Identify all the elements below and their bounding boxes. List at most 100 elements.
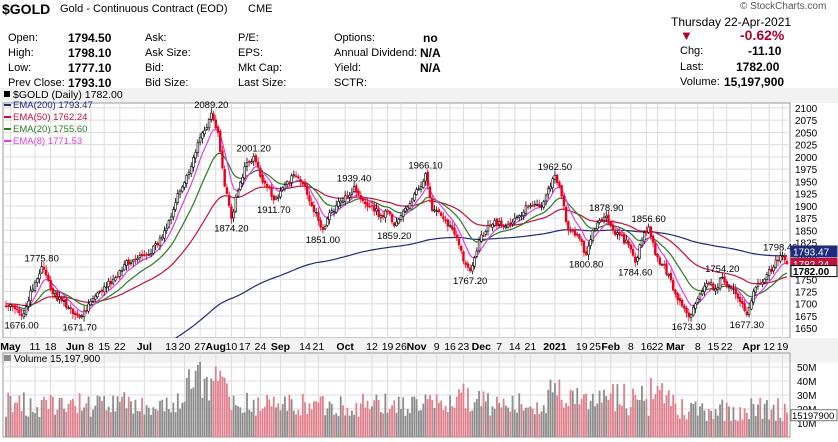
candle-body (611, 224, 615, 231)
candle-body (87, 303, 90, 312)
legend-entry: EMA(50) 1762.24 (13, 112, 87, 123)
volume-bar (40, 400, 43, 437)
volume-bar (67, 403, 70, 437)
volume-bar (85, 403, 88, 437)
candle-body (602, 216, 606, 222)
candle-body (384, 210, 387, 218)
volume-bar (279, 410, 282, 437)
candle-body (703, 285, 706, 292)
candle-body (225, 187, 229, 194)
volume-bar (710, 410, 713, 437)
candle-body (774, 259, 778, 268)
volume-tick-label: 30M (797, 391, 816, 402)
candle-body (270, 186, 273, 197)
volume-bar (239, 407, 242, 437)
volume-bar (172, 402, 175, 437)
candle-body (312, 204, 316, 213)
field-pe-label: P/E: (238, 32, 259, 44)
volume-tick-label: 40M (797, 377, 816, 388)
candle-body (277, 196, 280, 199)
volume-bar (649, 378, 652, 437)
candle-body (256, 161, 260, 168)
candle-body (368, 205, 371, 208)
candle-body (576, 233, 579, 236)
candle-body (513, 217, 516, 222)
candle-body (248, 161, 251, 163)
candle-body (480, 234, 483, 242)
volume-bar (161, 399, 164, 437)
price-annotation: 1800.80 (569, 259, 603, 270)
stat-low-value: 1777.10 (68, 61, 112, 75)
candle-body (317, 212, 320, 221)
legend-candle-swatch (4, 91, 10, 97)
volume-bar (165, 397, 168, 437)
candle-body (102, 286, 106, 292)
x-tick-label: 26 (395, 341, 407, 353)
candle-body (428, 186, 432, 199)
candle-body (613, 231, 617, 235)
candle-body (399, 215, 403, 220)
candle-body (569, 230, 572, 232)
candle-body (252, 155, 255, 162)
x-tick-label: May (0, 341, 21, 353)
x-tick-label: 25 (589, 341, 601, 353)
change-percent: -0.62% (740, 27, 785, 43)
volume-bar (83, 407, 85, 437)
candle-body (165, 228, 168, 231)
volume-bar (243, 412, 246, 437)
field-mktcap-label: Mkt Cap: (238, 62, 283, 74)
candle-body (283, 184, 287, 190)
candle-body (183, 182, 186, 188)
volume-bar (359, 403, 362, 437)
volume-bar (520, 404, 523, 437)
volume-bar (525, 407, 527, 437)
volume-bar (556, 395, 559, 437)
x-tick-label: Aug (206, 341, 226, 353)
candle-body (522, 211, 525, 216)
volume-bar (502, 398, 505, 437)
volume-bar (498, 402, 501, 437)
chg-value: -11.10 (748, 44, 782, 58)
candle-body (348, 194, 351, 198)
volume-bar (221, 376, 224, 437)
volume-bar (612, 384, 614, 437)
volume-bar (63, 408, 65, 437)
volume-bar (230, 410, 233, 437)
volume-bar (607, 399, 610, 437)
candle-body (241, 177, 244, 184)
y-tick-label: 1850 (795, 226, 818, 237)
volume-bar (458, 389, 460, 437)
candle-body (618, 231, 621, 236)
volume-bar (701, 403, 704, 437)
volume-bar (545, 413, 547, 437)
candle-body (134, 258, 137, 261)
candle-body (69, 307, 72, 309)
ema200-line (174, 229, 788, 338)
candle-body (696, 298, 699, 303)
candle-body (535, 204, 539, 206)
price-annotation: 1911.70 (257, 205, 291, 216)
candle-body (49, 279, 52, 290)
y-tick-label: 1750 (795, 275, 818, 286)
candle-body (406, 206, 409, 210)
candle-body (654, 242, 657, 256)
volume-bar (589, 400, 592, 437)
candle-body (76, 313, 79, 316)
volume-bar (748, 419, 750, 437)
candle-body (11, 305, 14, 307)
volume-bar (270, 406, 273, 437)
field-asksize-label: Ask Size: (145, 47, 191, 59)
volume-bar (7, 392, 10, 437)
volume-bar (321, 395, 324, 437)
volume-bar (257, 397, 260, 437)
volume-bar (89, 416, 92, 437)
volume-bar (422, 403, 425, 437)
candle-body (100, 289, 104, 292)
volume-bar (107, 406, 110, 437)
volume-bar (364, 407, 367, 437)
candle-body (308, 195, 311, 202)
volume-bar (51, 396, 54, 437)
candle-body (379, 215, 383, 218)
candle-body (326, 218, 329, 226)
volume-bar (672, 394, 675, 437)
